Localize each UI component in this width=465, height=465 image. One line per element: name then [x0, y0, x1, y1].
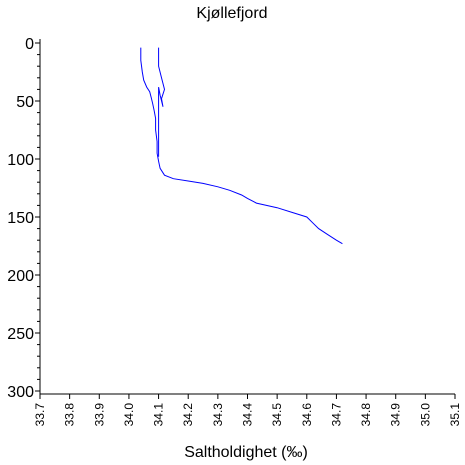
x-tick-label: 33.9 [92, 403, 106, 427]
x-axis: 33.7 33.8 33.9 34.0 34.1 34.2 34.3 34.4 34.5 34.6… [33, 393, 462, 427]
x-tick-label: 34.6 [300, 403, 314, 427]
y-tick-label: 50 [16, 94, 34, 111]
chart-title: Kjøllefjord [196, 5, 267, 22]
x-tick-label: 33.7 [33, 403, 47, 427]
y-tick-label: 200 [7, 268, 34, 285]
series-line-2 [158, 47, 166, 157]
y-tick-label: 300 [7, 384, 34, 401]
plot-lines [140, 47, 343, 245]
series-line-1 [140, 47, 343, 245]
y-axis: 0 50 100 150 200 250 300 [7, 36, 41, 401]
x-tick-label: 34.2 [181, 403, 195, 427]
y-tick-label: 0 [25, 36, 34, 53]
x-tick-label: 34.4 [241, 403, 255, 427]
x-tick-label: 34.5 [270, 403, 284, 427]
x-tick-label: 34.7 [329, 403, 343, 427]
y-tick-label: 250 [7, 326, 34, 343]
x-tick-label: 34.1 [152, 403, 166, 427]
x-tick-label: 33.8 [63, 403, 77, 427]
y-tick-label: 150 [7, 210, 34, 227]
x-tick-label: 35.1 [448, 403, 462, 427]
y-tick-label: 100 [7, 152, 34, 169]
x-tick-label: 34.3 [211, 403, 225, 427]
x-tick-label: 35.0 [418, 403, 432, 427]
x-axis-label: Saltholdighet (‰) [184, 444, 308, 461]
x-tick-label: 34.9 [389, 403, 403, 427]
x-tick-label: 34.0 [122, 403, 136, 427]
x-tick-label: 34.8 [359, 403, 373, 427]
